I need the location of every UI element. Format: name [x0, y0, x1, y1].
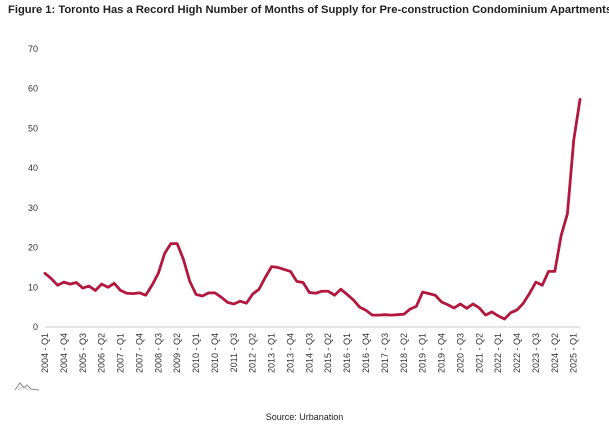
- x-tick-label: 2016 - Q1: [342, 333, 352, 373]
- x-tick-label: 2017 - Q3: [380, 333, 390, 373]
- x-tick-label: 2005 - Q3: [78, 333, 88, 373]
- series-line-months-of-supply: [43, 98, 582, 321]
- y-tick-label: 60: [28, 84, 38, 94]
- x-tick-label: 2004 - Q1: [40, 333, 50, 373]
- x-tick-label: 2011 - Q3: [229, 333, 239, 372]
- x-tick-label: 2004 - Q4: [59, 333, 69, 373]
- x-tick-label: 2019 - Q1: [418, 333, 428, 373]
- x-tick-label: 2022 - Q1: [493, 333, 503, 373]
- x-axis: 2004 - Q1 2004 - Q4 2005 - Q3 2006 - Q2 2007…: [40, 333, 579, 373]
- chart-title: Figure 1: Toronto Has a Record High Numb…: [8, 4, 609, 16]
- chart-source: Source: Urbanation: [265, 412, 344, 422]
- x-tick-label: 2024 - Q2: [550, 333, 560, 373]
- x-tick-label: 2012 - Q2: [248, 333, 258, 373]
- x-tick-label: 2013 - Q4: [285, 333, 295, 373]
- urbanation-logo-icon: [14, 382, 40, 391]
- x-tick-label: 2010 - Q4: [210, 333, 220, 373]
- x-tick-label: 2010 - Q1: [191, 333, 201, 373]
- x-tick-label: 2007 - Q1: [116, 333, 126, 373]
- y-tick-label: 0: [33, 322, 38, 332]
- x-tick-label: 2019 - Q4: [437, 333, 447, 373]
- x-tick-label: 2021 - Q2: [474, 333, 484, 373]
- y-tick-label: 70: [28, 44, 38, 54]
- x-tick-label: 2014 - Q3: [304, 333, 314, 373]
- x-tick-label: 2008 - Q3: [153, 333, 163, 373]
- y-tick-label: 30: [28, 203, 38, 213]
- x-tick-label: 2007 - Q4: [134, 333, 144, 373]
- y-tick-label: 10: [28, 282, 38, 292]
- x-tick-label: 2023 - Q3: [531, 333, 541, 373]
- y-tick-label: 40: [28, 163, 38, 173]
- x-tick-label: 2015 - Q2: [323, 333, 333, 373]
- y-tick-label: 20: [28, 243, 38, 253]
- x-tick-label: 2006 - Q2: [97, 333, 107, 373]
- x-tick-label: 2009 - Q2: [172, 333, 182, 373]
- y-axis: 0 10 20 30 40 50 60 70: [28, 44, 38, 332]
- x-tick-label: 2016 - Q4: [361, 333, 371, 373]
- x-tick-label: 2018 - Q2: [399, 333, 409, 373]
- y-tick-label: 50: [28, 123, 38, 133]
- x-tick-label: 2013 - Q1: [267, 333, 277, 373]
- x-tick-label: 2025 - Q1: [569, 333, 579, 373]
- x-tick-label: 2020 - Q3: [455, 333, 465, 373]
- x-tick-label: 2022 - Q4: [512, 333, 522, 373]
